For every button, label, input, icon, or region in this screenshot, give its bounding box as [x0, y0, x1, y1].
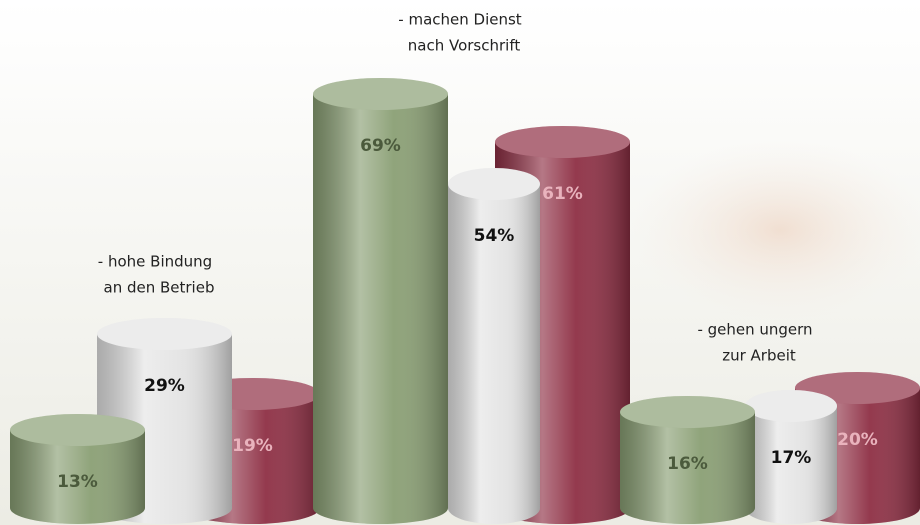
bar-top-shine [495, 126, 630, 158]
category-label: - gehen ungern [697, 321, 812, 339]
bar-top-shine [620, 396, 755, 428]
value-label: 16% [667, 454, 708, 474]
background-hand [630, 140, 920, 320]
bar-top-shine [745, 390, 837, 422]
value-label: 69% [360, 136, 401, 156]
category-label: nach Vorschrift [408, 37, 521, 55]
bar-top-shine [10, 414, 145, 446]
value-label: 19% [232, 436, 273, 456]
chart: 19% 29% 13% 61% 54% 69% 20% 17% 16% - hohe Bindu… [0, 0, 920, 525]
cylinder: 13% [10, 414, 145, 524]
cylinder: 69% [313, 78, 448, 524]
category-label: an den Betrieb [104, 279, 215, 297]
category-label: - hohe Bindung [98, 253, 212, 271]
cylinder: 17% [745, 390, 837, 524]
value-label: 54% [474, 226, 515, 246]
cylinder: 16% [620, 396, 755, 524]
value-label: 20% [837, 430, 878, 450]
value-label: 13% [57, 472, 98, 492]
category-label: - machen Dienst [398, 11, 522, 29]
value-label: 17% [771, 448, 812, 468]
bar-shade [313, 94, 448, 524]
bar-top-shine [97, 318, 232, 350]
value-label: 29% [144, 376, 185, 396]
category-label: zur Arbeit [722, 347, 796, 365]
bar-top-shine [448, 168, 540, 200]
value-label: 61% [542, 184, 583, 204]
bar-top-shine [313, 78, 448, 110]
cylinder: 54% [448, 168, 540, 524]
